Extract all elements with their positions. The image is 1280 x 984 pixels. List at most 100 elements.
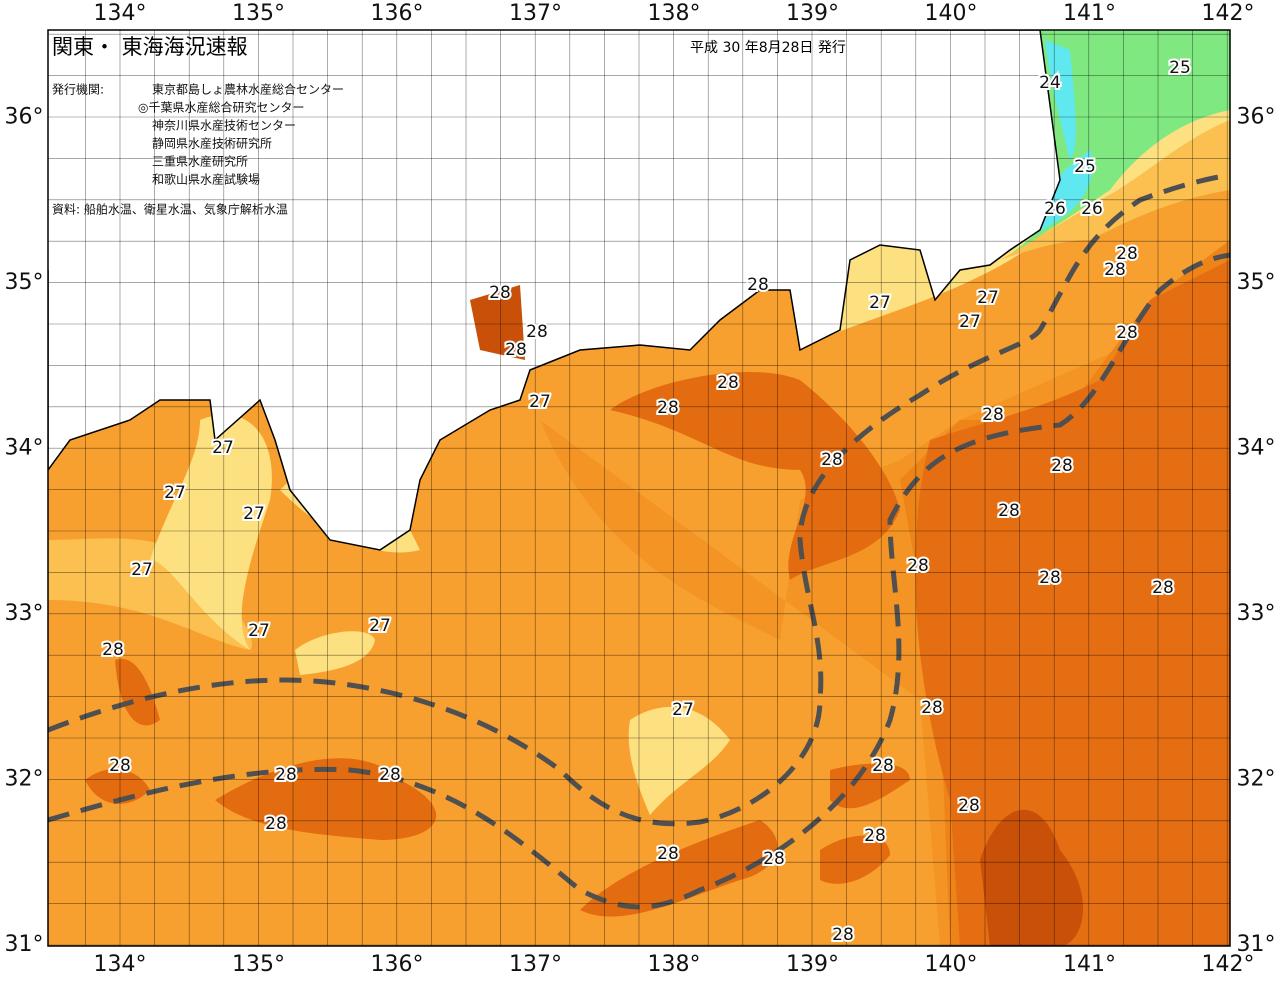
kuroshio-path — [48, 172, 1230, 827]
lat-label: 31° — [1237, 932, 1276, 957]
contour-label: 28 — [958, 796, 980, 816]
cool-patch — [295, 631, 375, 675]
contour-label: 28 — [821, 450, 843, 470]
issuer: 和歌山県水産試験場 — [152, 172, 260, 187]
contour-label: 28 — [1039, 568, 1061, 588]
contour-label: 28 — [505, 340, 527, 360]
contour-label: 28 — [265, 814, 287, 834]
contour-label: 28 — [657, 398, 679, 418]
contour-label: 28 — [921, 698, 943, 718]
issuer: 東京都島しょ農林水産総合センター — [152, 82, 344, 97]
lat-label: 36° — [5, 105, 44, 130]
contour-label: 28 — [1051, 456, 1073, 476]
hot-core — [980, 809, 1084, 946]
lon-label: 135° — [232, 1, 285, 26]
contour-label: 27 — [212, 438, 234, 458]
cool-band — [1000, 120, 1230, 260]
lat-label: 35° — [1237, 270, 1276, 295]
cool-patch — [150, 414, 272, 650]
lat-label: 33° — [5, 601, 44, 626]
lon-label: 141° — [1063, 1, 1116, 26]
contour-label: 28 — [379, 765, 401, 785]
lon-label: 142° — [1202, 1, 1255, 26]
lon-label: 140° — [925, 1, 978, 26]
warm-core — [85, 658, 910, 884]
lon-label: 139° — [786, 1, 839, 26]
lon-label: 137° — [509, 1, 562, 26]
issuer: 静岡県水産技術研究所 — [152, 136, 272, 151]
lon-label: 134° — [94, 1, 147, 26]
lat-label: 33° — [1237, 601, 1276, 626]
contour-label: 27 — [959, 312, 981, 332]
lon-label: 136° — [371, 952, 424, 977]
cool-patch — [628, 706, 730, 815]
contour-label: 28 — [102, 640, 124, 660]
lat-label: 36° — [1237, 105, 1276, 130]
lon-label: 141° — [1063, 952, 1116, 977]
contour-label: 28 — [747, 275, 769, 295]
lon-label: 136° — [371, 1, 424, 26]
issue-date: 平成 30 年8月28日 発行 — [690, 40, 846, 56]
contour-label: 27 — [977, 288, 999, 308]
graticule — [48, 30, 1230, 946]
contour-label: 28 — [907, 556, 929, 576]
contour-label: 27 — [672, 700, 694, 720]
issuer-label: 発行機関: — [52, 82, 104, 97]
contour-label: 27 — [869, 293, 891, 313]
lon-label: 139° — [786, 952, 839, 977]
lat-label: 35° — [5, 270, 44, 295]
contour-label: 28 — [1116, 244, 1138, 264]
source: 資料: 船舶水温、衛星水温、気象庁解析水温 — [52, 202, 288, 217]
contour-label: 28 — [982, 405, 1004, 425]
contour-label: 28 — [998, 501, 1020, 521]
issuer: ◎千葉県水産総合研究センター — [138, 100, 304, 115]
contour-label: 28 — [1104, 260, 1126, 280]
cold-core — [1010, 40, 1093, 250]
contour-label: 28 — [864, 826, 886, 846]
lon-label: 134° — [94, 952, 147, 977]
title: 関東・ 東海海況速報 — [52, 35, 248, 59]
contour-label: 28 — [489, 283, 511, 303]
lon-label: 142° — [1202, 952, 1255, 977]
contour-label: 27 — [369, 616, 391, 636]
contour-label: 26 — [1044, 199, 1066, 219]
map-frame — [47, 29, 1231, 947]
lat-label: 34° — [1237, 436, 1276, 461]
lon-label: 138° — [648, 1, 701, 26]
lat-label: 31° — [5, 932, 44, 957]
contour-label: 28 — [1152, 578, 1174, 598]
contour-label: 28 — [832, 925, 854, 945]
contour-label: 28 — [717, 373, 739, 393]
lat-label: 34° — [5, 436, 44, 461]
contour-label: 28 — [526, 322, 548, 342]
contour-label: 26 — [1081, 199, 1103, 219]
contour-label: 27 — [131, 560, 153, 580]
lon-label: 138° — [648, 952, 701, 977]
warm-core — [610, 371, 900, 580]
warm-core — [915, 260, 1230, 946]
lat-label: 32° — [5, 767, 44, 792]
contour-label: 27 — [243, 504, 265, 524]
contour-label: 25 — [1074, 157, 1096, 177]
lon-label: 137° — [509, 952, 562, 977]
contour-label: 28 — [109, 756, 131, 776]
issuer: 三重県水産研究所 — [152, 154, 248, 169]
header-area — [48, 30, 818, 270]
issuer: 神奈川県水産技術センター — [152, 118, 296, 133]
contour-label: 25 — [1169, 58, 1191, 78]
warm-core — [215, 758, 437, 840]
contour-label: 28 — [1116, 323, 1138, 343]
contour-label: 27 — [529, 392, 551, 412]
bay-warm — [470, 285, 525, 360]
contour-label: 24 — [1039, 73, 1061, 93]
contour-label: 28 — [763, 849, 785, 869]
contour-label: 28 — [657, 844, 679, 864]
contour-label: 28 — [275, 765, 297, 785]
contour-label: 27 — [248, 621, 270, 641]
warm-core — [580, 820, 778, 917]
lat-label: 32° — [1237, 767, 1276, 792]
lon-label: 140° — [925, 952, 978, 977]
contour-label: 27 — [164, 483, 186, 503]
lon-label: 135° — [232, 952, 285, 977]
